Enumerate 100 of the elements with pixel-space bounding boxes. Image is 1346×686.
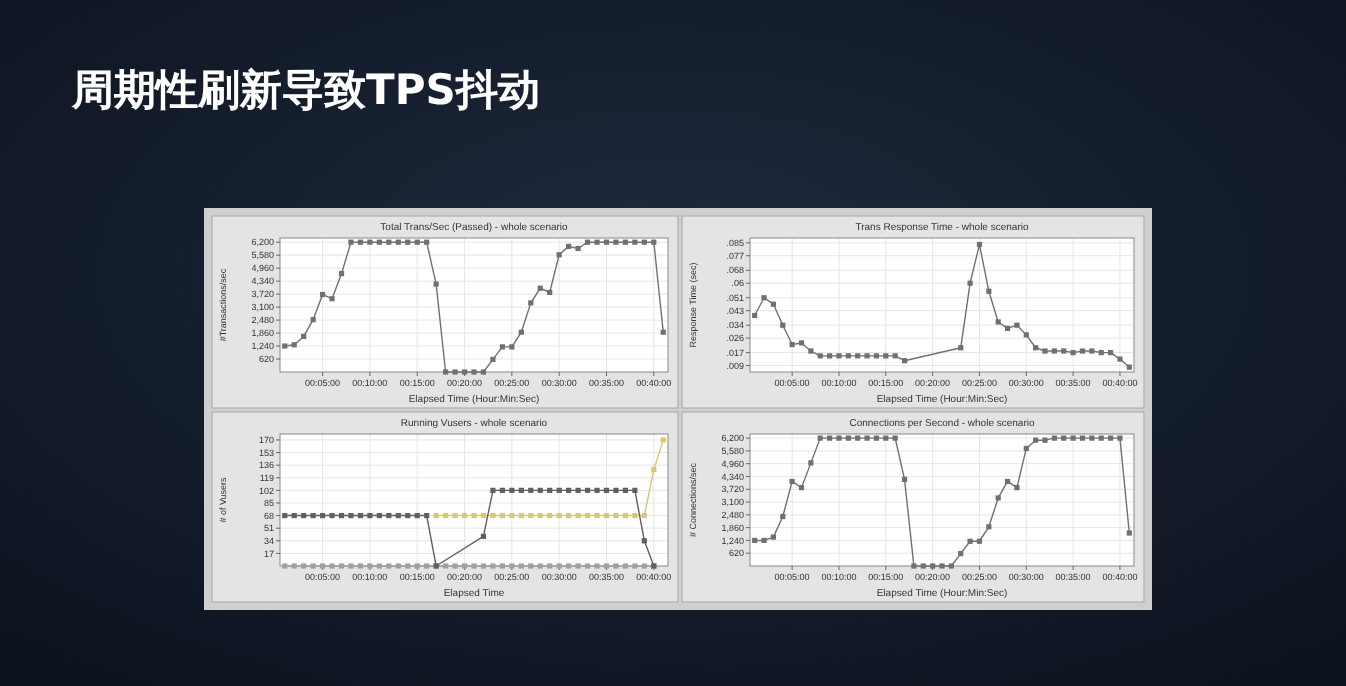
point [452,369,458,375]
point [376,563,382,569]
point [911,563,917,569]
point [1042,348,1048,354]
point [282,563,288,569]
point [836,353,842,359]
point [291,342,297,348]
point [319,291,326,298]
point [594,239,600,245]
point [1061,348,1067,354]
point [1098,350,1104,356]
point [761,537,767,544]
point [976,538,983,544]
point [357,239,364,245]
point [471,512,477,519]
point [386,512,392,519]
point [443,563,449,569]
point [873,435,880,441]
point [1079,348,1086,354]
point [537,487,543,493]
point [566,487,572,493]
point [528,563,534,569]
point [873,353,880,359]
point [424,563,430,569]
point [566,512,572,519]
point [357,512,364,519]
point [770,301,777,307]
point [433,281,439,287]
point [584,487,591,493]
point [1042,437,1048,443]
point [367,239,373,245]
point [603,512,610,519]
point [1098,435,1104,441]
point [613,563,619,569]
point [376,239,382,245]
point [584,512,591,519]
point [518,487,524,493]
point [1117,435,1123,441]
point [1061,435,1067,441]
point [594,487,600,493]
point [651,467,657,473]
point [338,512,345,519]
point [855,353,861,359]
point [1051,348,1057,354]
point [480,563,487,569]
point [490,563,496,569]
point [845,353,851,359]
point [789,478,795,485]
point [490,512,496,519]
point [480,512,487,519]
point [575,245,581,252]
point [490,356,496,363]
point [594,512,600,519]
point [613,487,619,493]
point [892,353,898,359]
point [836,435,842,441]
point [499,344,505,350]
point [622,563,629,569]
point [798,340,805,346]
point [376,512,382,519]
point [632,239,638,245]
point [761,295,767,301]
point [348,563,354,569]
point [518,329,524,335]
point [995,495,1001,501]
point [547,512,553,519]
point [752,537,758,544]
point [1089,435,1095,441]
point [817,353,823,359]
point [632,487,638,493]
point [892,435,898,441]
point [1089,348,1095,354]
point [855,435,861,441]
point [575,563,581,569]
point [282,512,288,519]
point [509,344,515,350]
point [367,512,373,519]
point [405,239,411,245]
point [338,270,345,277]
point [499,512,505,519]
point [1117,356,1123,362]
point [901,476,908,482]
point [1033,345,1039,351]
point [986,524,992,530]
point [386,563,392,569]
point [310,512,316,519]
point [395,563,401,569]
point [948,563,954,569]
point [864,435,870,441]
point [575,512,581,519]
point [967,538,973,544]
point [528,300,534,306]
point [883,435,889,441]
point [622,487,629,493]
point [509,512,515,519]
point [986,288,992,294]
point [622,512,629,519]
line-series [752,241,1132,370]
point [584,563,591,569]
point [319,512,326,519]
